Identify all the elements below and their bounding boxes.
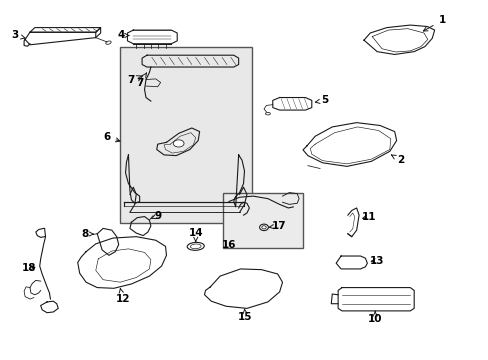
Text: 7: 7 (127, 75, 135, 85)
Text: 9: 9 (151, 211, 161, 221)
FancyBboxPatch shape (120, 47, 251, 223)
Text: 18: 18 (21, 263, 36, 273)
Text: 7: 7 (136, 73, 146, 88)
Text: 14: 14 (188, 228, 203, 242)
Text: 2: 2 (391, 155, 404, 165)
Text: 16: 16 (221, 239, 236, 249)
Ellipse shape (190, 244, 201, 249)
Text: 11: 11 (361, 212, 375, 221)
Ellipse shape (261, 226, 265, 229)
Ellipse shape (265, 112, 270, 115)
FancyBboxPatch shape (222, 193, 303, 248)
Text: 3: 3 (12, 31, 25, 40)
Text: 6: 6 (103, 132, 120, 142)
Text: 5: 5 (315, 95, 328, 105)
Text: 10: 10 (367, 311, 382, 324)
Text: 15: 15 (238, 309, 252, 322)
Text: 4: 4 (118, 31, 129, 40)
Text: 8: 8 (81, 229, 94, 239)
Text: 17: 17 (269, 221, 286, 231)
Text: 13: 13 (369, 256, 384, 266)
Text: 1: 1 (423, 15, 445, 31)
Ellipse shape (259, 224, 268, 230)
Ellipse shape (173, 140, 183, 147)
Ellipse shape (105, 41, 111, 44)
Ellipse shape (187, 242, 204, 250)
Text: 12: 12 (115, 288, 130, 304)
